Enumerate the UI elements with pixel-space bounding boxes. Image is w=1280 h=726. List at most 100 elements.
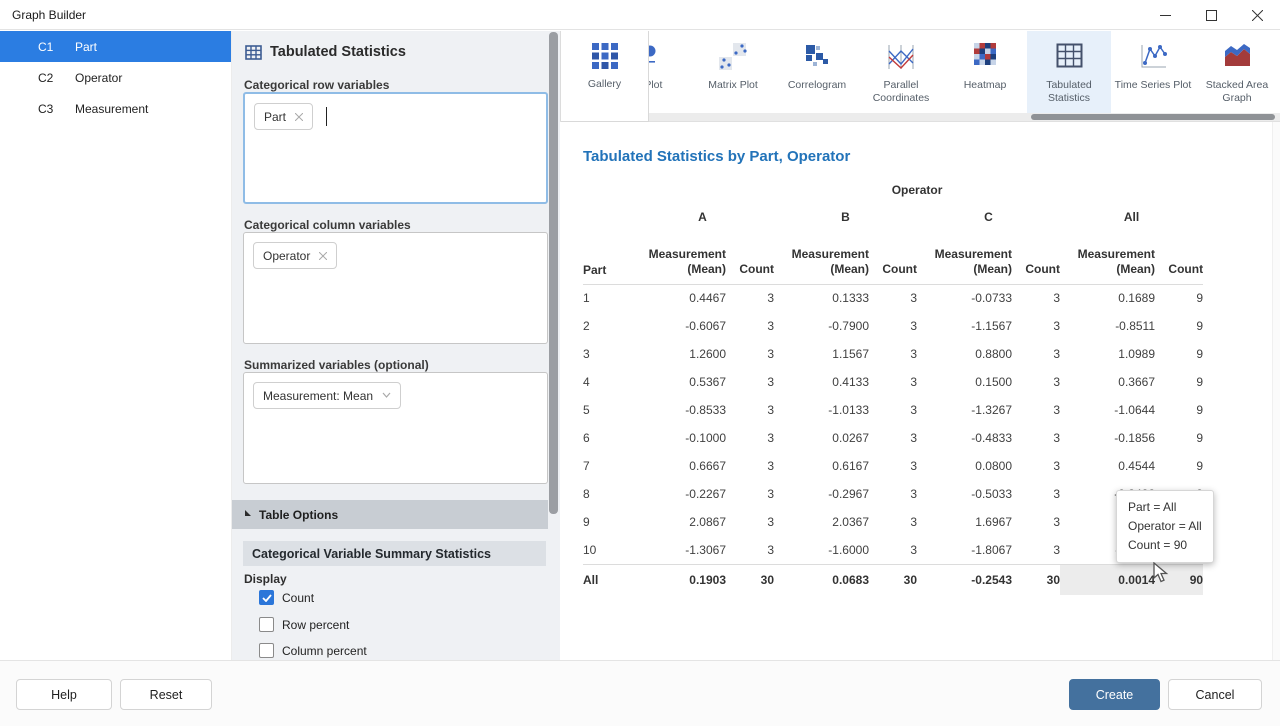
table-cell: 3: [767, 291, 774, 306]
mouse-cursor-icon: [1153, 561, 1173, 587]
panel-vertical-scrollbar[interactable]: [549, 32, 558, 514]
table-cell: 1.2600: [689, 347, 726, 361]
row-variables-box[interactable]: Part: [243, 92, 548, 204]
data-tooltip: Part = All Operator = All Count = 90: [1116, 490, 1214, 563]
chip-label: Measurement: Mean: [263, 388, 374, 403]
checkbox-unchecked-icon[interactable]: [259, 643, 274, 658]
group-dimension-header: Operator: [891, 183, 943, 197]
preview-area: Tabulated Statistics by Part, Operator O…: [561, 122, 1280, 660]
table-cell: 2.0867: [689, 515, 726, 529]
sidebar-item-measurement[interactable]: C3 Measurement: [0, 93, 231, 124]
table-cell: 9: [1196, 319, 1204, 333]
help-button[interactable]: Help: [16, 679, 112, 710]
reset-button[interactable]: Reset: [120, 679, 212, 710]
cancel-button[interactable]: Cancel: [1168, 679, 1262, 710]
scrollbar-thumb[interactable]: [1031, 114, 1275, 120]
chevron-down-icon[interactable]: [382, 392, 391, 398]
table-cell: 0.8800: [975, 347, 1012, 361]
table-cell: -0.1000: [685, 431, 726, 445]
table-cell: 9: [1196, 431, 1204, 445]
column-variables-box[interactable]: Operator: [243, 232, 548, 344]
columns-sidebar: C1 Part C2 Operator C3 Measurement: [0, 31, 232, 660]
table-cell: 0.1500: [975, 375, 1012, 389]
table-cell: 3: [767, 375, 774, 389]
gallery-item-correlogram[interactable]: Correlogram: [775, 31, 859, 113]
gallery-item-heatmap[interactable]: Heatmap: [943, 31, 1027, 113]
checkbox-row-column-percent[interactable]: Column percent: [259, 643, 367, 658]
table-cell: 1.0989: [1118, 347, 1155, 361]
divider: [560, 121, 1280, 122]
table-cell: 3: [910, 515, 917, 529]
gallery-item-parallel-coordinates[interactable]: Parallel Coordinates: [859, 31, 943, 113]
summarized-variables-box[interactable]: Measurement: Mean: [243, 372, 548, 484]
variable-chip-part[interactable]: Part: [254, 103, 314, 130]
minimize-icon: [1159, 14, 1171, 16]
checkbox-row-row-percent[interactable]: Row percent: [259, 617, 349, 632]
minimize-button[interactable]: [1142, 0, 1188, 30]
table-cell: 4: [583, 375, 590, 389]
table-cell: 2.0367: [832, 515, 869, 529]
table-cell: -0.1856: [1114, 431, 1155, 445]
create-button[interactable]: Create: [1069, 679, 1160, 710]
table-cell: 3: [910, 459, 917, 473]
table-cell: 9: [1196, 459, 1204, 473]
table-cell: -0.2967: [828, 487, 869, 501]
group-header-b: B: [841, 210, 850, 224]
heatmap-icon: [974, 43, 996, 75]
table-cell: 0.4133: [832, 375, 869, 389]
column-header-part: Part: [583, 232, 631, 285]
checkbox-unchecked-icon[interactable]: [259, 617, 274, 632]
tooltip-line: Operator = All: [1128, 519, 1202, 533]
summary-statistics-section-header: Categorical Variable Summary Statistics: [243, 541, 546, 566]
table-cell: 3: [767, 319, 774, 333]
variable-chip-operator[interactable]: Operator: [253, 242, 338, 269]
column-label: Measurement: [75, 101, 149, 116]
table-cell: 0.4544: [1118, 459, 1155, 473]
table-cell: -0.8533: [685, 403, 726, 417]
main-vertical-scrollbar[interactable]: [1272, 122, 1280, 660]
gallery-item-matrix-plot[interactable]: Matrix Plot: [691, 31, 775, 113]
gallery-item-gallery[interactable]: Gallery: [561, 31, 649, 122]
column-variables-label: Categorical column variables: [244, 218, 411, 232]
sidebar-item-part[interactable]: C1 Part: [0, 31, 231, 62]
table-cell: 3: [910, 347, 917, 361]
variable-chip-measurement-mean[interactable]: Measurement: Mean: [253, 382, 402, 409]
remove-icon[interactable]: [295, 112, 304, 121]
table-cell: 3: [583, 347, 590, 361]
table-cell: -1.3067: [685, 542, 726, 557]
table-cell: 3: [767, 431, 774, 445]
gallery-item-time-series-plot[interactable]: Time Series Plot: [1111, 31, 1195, 113]
table-cell: -0.7900: [828, 319, 869, 333]
column-header-mean: Measurement (Mean): [917, 232, 1012, 285]
close-button[interactable]: [1234, 0, 1280, 30]
table-cell: 0.6167: [832, 459, 869, 473]
table-options-header[interactable]: Table Options: [232, 500, 548, 529]
gallery-item-tabulated-statistics[interactable]: Tabulated Statistics: [1027, 31, 1111, 113]
column-id: C1: [38, 39, 54, 54]
maximize-button[interactable]: [1188, 0, 1234, 30]
gallery-item-stacked-area-graph[interactable]: Stacked Area Graph: [1195, 31, 1279, 113]
remove-icon[interactable]: [319, 251, 328, 260]
parallel-coordinates-icon: [887, 43, 915, 75]
table-options-label: Table Options: [259, 507, 339, 522]
column-header-count: Count: [1155, 232, 1204, 285]
table-cell: 10: [583, 542, 597, 557]
summarized-variables-label: Summarized variables (optional): [244, 358, 429, 372]
table-cell: 0.3667: [1118, 375, 1155, 389]
table-cell: 3: [767, 347, 774, 361]
sidebar-item-operator[interactable]: C2 Operator: [0, 62, 231, 93]
gallery-horizontal-scrollbar[interactable]: [649, 113, 1280, 121]
panel-title: Tabulated Statistics: [270, 44, 406, 60]
row-variables-label: Categorical row variables: [244, 78, 390, 92]
table-cell: -0.8511: [1115, 319, 1155, 333]
checkbox-row-count[interactable]: Count: [259, 590, 314, 605]
checkbox-label: Column percent: [282, 643, 367, 658]
table-cell: 3: [1053, 403, 1060, 417]
table-cell: 3: [767, 542, 774, 557]
checkbox-checked-icon[interactable]: [259, 590, 274, 605]
table-row: 1 0.4467 3 0.1333 3 -0.0733 3 0.1689 9: [583, 284, 1203, 312]
stacked-area-graph-icon: [1224, 43, 1251, 75]
table-cell: 3: [910, 431, 917, 445]
table-cell: -0.6067: [685, 319, 726, 333]
